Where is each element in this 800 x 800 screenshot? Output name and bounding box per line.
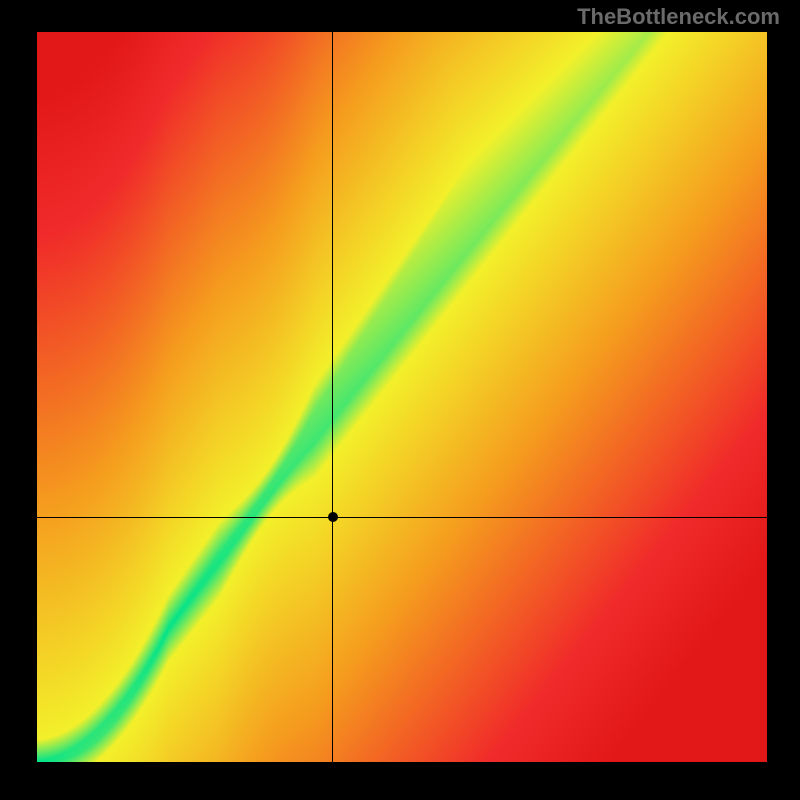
crosshair-marker-dot: [328, 512, 338, 522]
heatmap-canvas: [37, 32, 767, 762]
crosshair-horizontal-line: [37, 517, 767, 518]
plot-frame: [37, 32, 767, 762]
watermark-label: TheBottleneck.com: [577, 4, 780, 30]
crosshair-vertical-line: [332, 32, 333, 762]
